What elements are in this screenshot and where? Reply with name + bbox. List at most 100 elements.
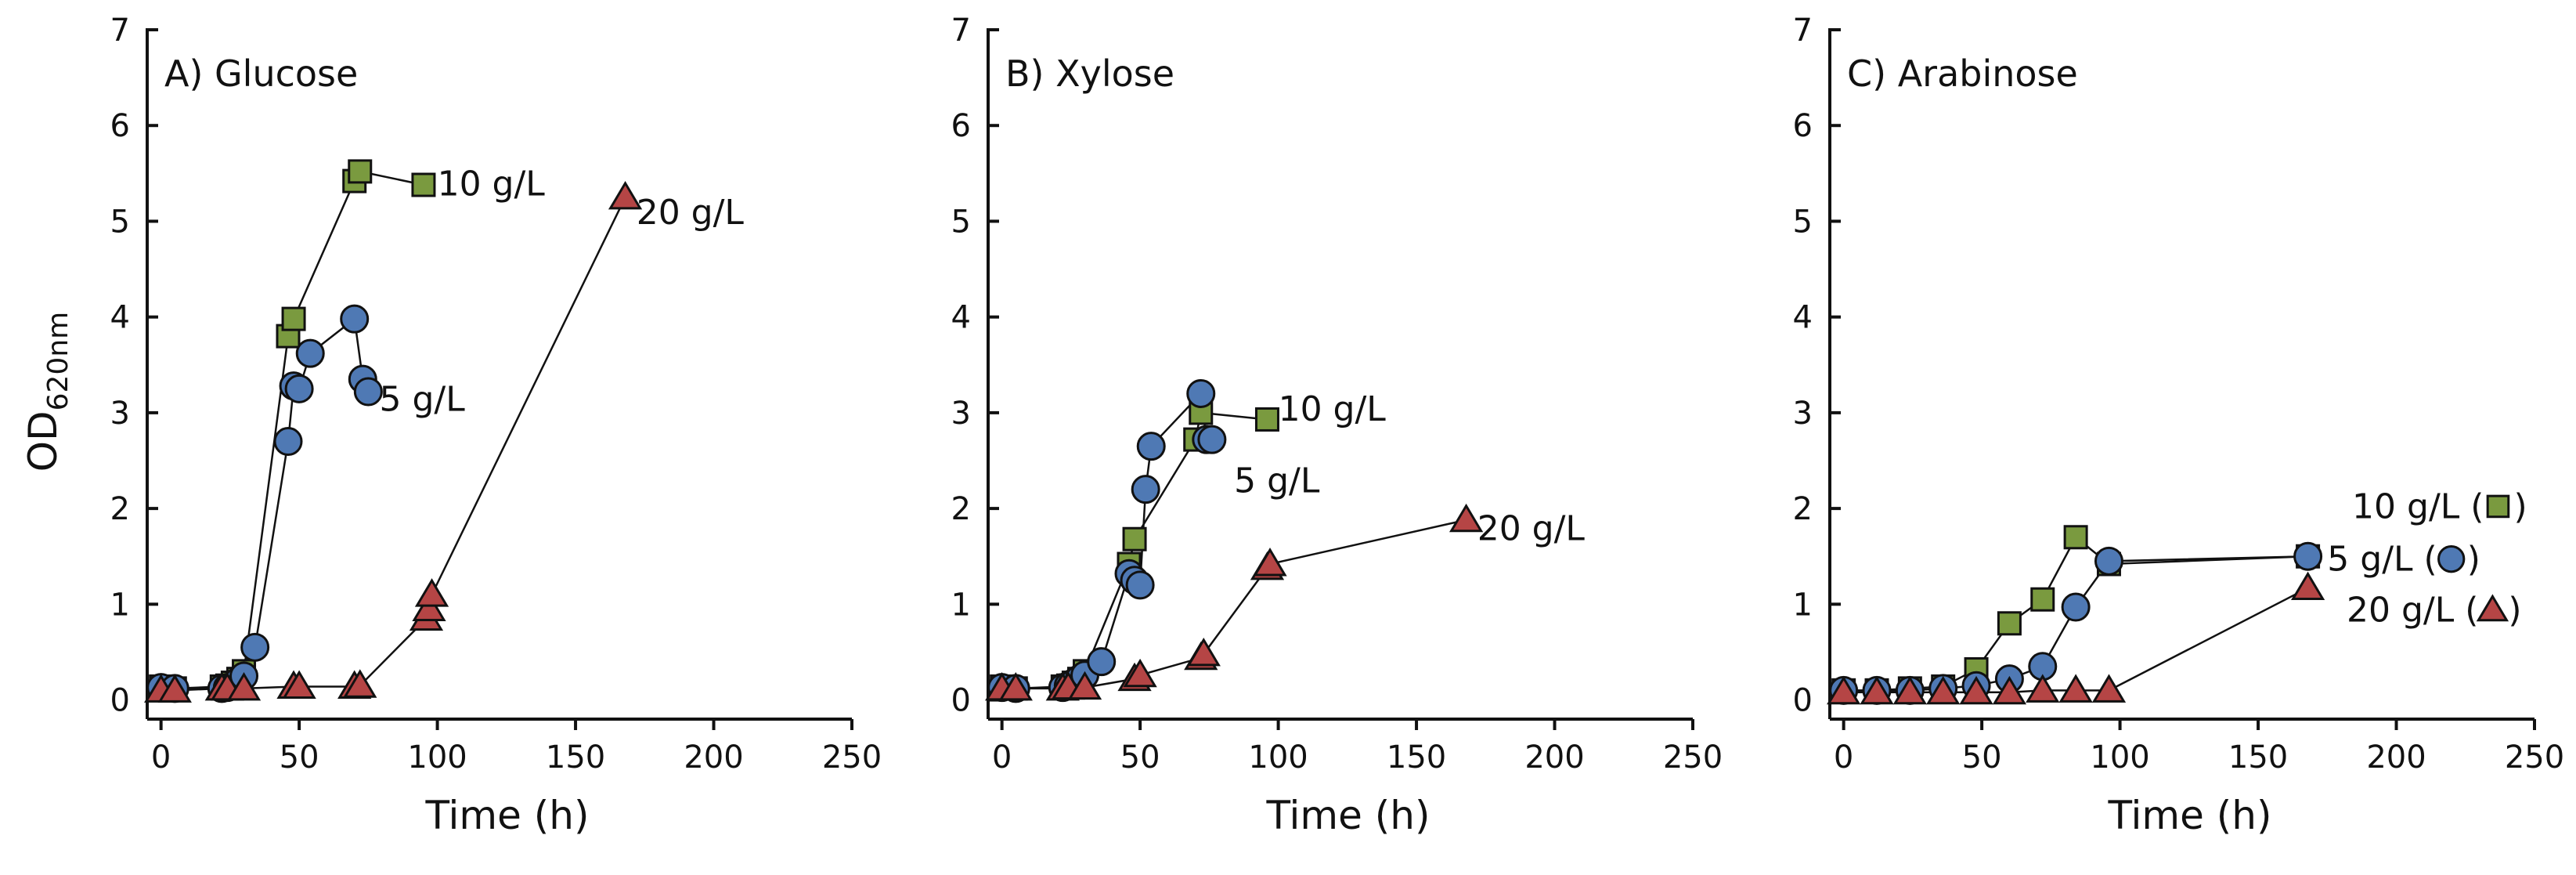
- data-point-circle: [340, 304, 370, 334]
- series-markers-triangle: [144, 180, 643, 703]
- x-tick-label: 150: [2228, 739, 2288, 776]
- y-tick-label: 5: [110, 204, 130, 240]
- x-tick-label: 150: [546, 739, 605, 776]
- y-axis-title-main: OD: [20, 410, 66, 472]
- y-tick-label: 2: [1793, 491, 1813, 527]
- x-axis-title: Time (h): [425, 793, 590, 838]
- series-line-triangle: [1843, 587, 2309, 694]
- x-axis-title: Time (h): [1266, 793, 1431, 838]
- data-point-square: [1254, 407, 1279, 432]
- data-point-circle: [1136, 432, 1166, 461]
- data-point-triangle: [157, 674, 192, 703]
- data-point-square: [348, 159, 373, 184]
- data-point-triangle: [1123, 658, 1157, 688]
- data-point-triangle: [1186, 637, 1221, 667]
- series-label-close: ): [2513, 486, 2527, 526]
- y-axis-title: OD620nm: [20, 312, 74, 472]
- data-point-circle: [284, 374, 314, 403]
- data-point-circle: [1131, 475, 1160, 504]
- y-tick-label: 7: [110, 13, 130, 49]
- y-tick-label: 3: [951, 396, 971, 432]
- data-point-circle: [1197, 425, 1227, 454]
- data-point-triangle: [414, 578, 449, 607]
- data-point-triangle: [282, 670, 316, 699]
- series-line-triangle: [161, 197, 626, 692]
- data-point-square: [411, 172, 436, 197]
- y-tick-label: 0: [951, 683, 971, 719]
- x-tick-label: 200: [1524, 739, 1584, 776]
- legend-marker-square: [2486, 494, 2510, 519]
- data-point-circle: [1125, 570, 1155, 600]
- y-tick-label: 5: [1793, 204, 1813, 240]
- data-point-square: [281, 306, 306, 331]
- series-label: 10 g/L (: [2352, 486, 2484, 526]
- data-point-triangle: [2290, 571, 2325, 601]
- data-point-triangle: [998, 671, 1033, 701]
- series-markers-triangle: [985, 503, 1484, 701]
- y-tick-label: 7: [1793, 13, 1813, 49]
- x-tick-label: 250: [1663, 739, 1723, 776]
- data-point-triangle: [1827, 675, 1861, 705]
- data-point-circle: [2061, 592, 2091, 622]
- series-label-close: ): [2467, 540, 2480, 580]
- series-markers-triangle: [1827, 571, 2325, 705]
- x-tick-label: 50: [280, 739, 319, 776]
- series-label: 20 g/L (: [2347, 590, 2478, 630]
- chart-panel-2: 0 1 2 3 4 5 6 7 0 50 100 150 200 250 Time (h) B) Xylose…: [951, 13, 1723, 838]
- y-tick-label: 6: [110, 108, 130, 144]
- panel-title: B) Xylose: [1005, 52, 1174, 95]
- x-tick-label: 0: [992, 739, 1012, 776]
- data-point-circle: [1087, 647, 1117, 677]
- data-point-circle: [2094, 546, 2123, 576]
- y-tick-label: 6: [951, 108, 971, 144]
- x-tick-label: 100: [1248, 739, 1308, 776]
- x-tick-label: 100: [407, 739, 467, 776]
- legend-marker-triangle: [2476, 594, 2509, 622]
- x-tick-label: 250: [822, 739, 882, 776]
- data-point-circle: [2293, 541, 2323, 571]
- data-point-circle: [353, 377, 383, 407]
- x-tick-label: 50: [1120, 739, 1160, 776]
- y-tick-label: 4: [110, 300, 130, 336]
- y-tick-label: 4: [951, 300, 971, 336]
- data-point-circle: [240, 632, 270, 662]
- panel-title: C) Arabinose: [1847, 52, 2078, 95]
- series-label: 10 g/L: [1279, 389, 1387, 429]
- series-line-circle: [1001, 391, 1212, 690]
- data-point-circle: [1186, 378, 1216, 408]
- series-markers-square: [990, 400, 1279, 701]
- series-label: 5 g/L: [379, 380, 465, 420]
- y-tick-label: 0: [110, 683, 130, 719]
- x-tick-label: 0: [151, 739, 171, 776]
- data-point-triangle: [608, 180, 643, 210]
- data-point-triangle: [226, 671, 262, 701]
- data-point-circle: [273, 427, 303, 457]
- data-point-triangle: [1926, 675, 1961, 705]
- x-tick-label: 50: [1962, 739, 2002, 776]
- series-label: 20 g/L: [637, 193, 745, 233]
- data-point-circle: [295, 338, 325, 368]
- series-line-circle: [1843, 555, 2308, 692]
- x-tick-label: 250: [2505, 739, 2564, 776]
- series-label: 20 g/L: [1477, 509, 1586, 549]
- y-axis-title-subscript: 620nm: [42, 312, 74, 411]
- y-tick-label: 6: [1793, 108, 1813, 144]
- data-point-triangle: [1253, 548, 1287, 577]
- panel-title: A) Glucose: [164, 52, 358, 95]
- y-tick-label: 2: [110, 491, 130, 527]
- x-tick-label: 0: [1834, 739, 1853, 776]
- series-label: 5 g/L (: [2327, 540, 2437, 580]
- y-tick-label: 5: [951, 204, 971, 240]
- y-tick-label: 1: [110, 587, 130, 623]
- data-point-square: [2063, 525, 2088, 550]
- data-point-triangle: [343, 669, 377, 698]
- series-label: 10 g/L: [438, 165, 546, 204]
- x-tick-label: 150: [1387, 739, 1446, 776]
- data-point-triangle: [1992, 675, 2027, 705]
- data-point-triangle: [1959, 675, 1993, 705]
- data-point-square: [1122, 526, 1147, 551]
- y-tick-label: 7: [951, 13, 971, 49]
- data-point-triangle: [2091, 674, 2127, 703]
